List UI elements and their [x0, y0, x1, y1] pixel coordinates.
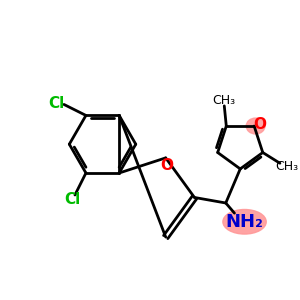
Text: Cl: Cl — [49, 95, 65, 110]
Text: CH₃: CH₃ — [213, 94, 236, 106]
Ellipse shape — [246, 118, 265, 134]
Text: O: O — [253, 117, 266, 132]
Text: Cl: Cl — [64, 192, 80, 207]
Text: NH₂: NH₂ — [226, 213, 263, 231]
Ellipse shape — [223, 209, 266, 234]
Text: CH₃: CH₃ — [276, 160, 299, 172]
Text: O: O — [160, 158, 173, 173]
